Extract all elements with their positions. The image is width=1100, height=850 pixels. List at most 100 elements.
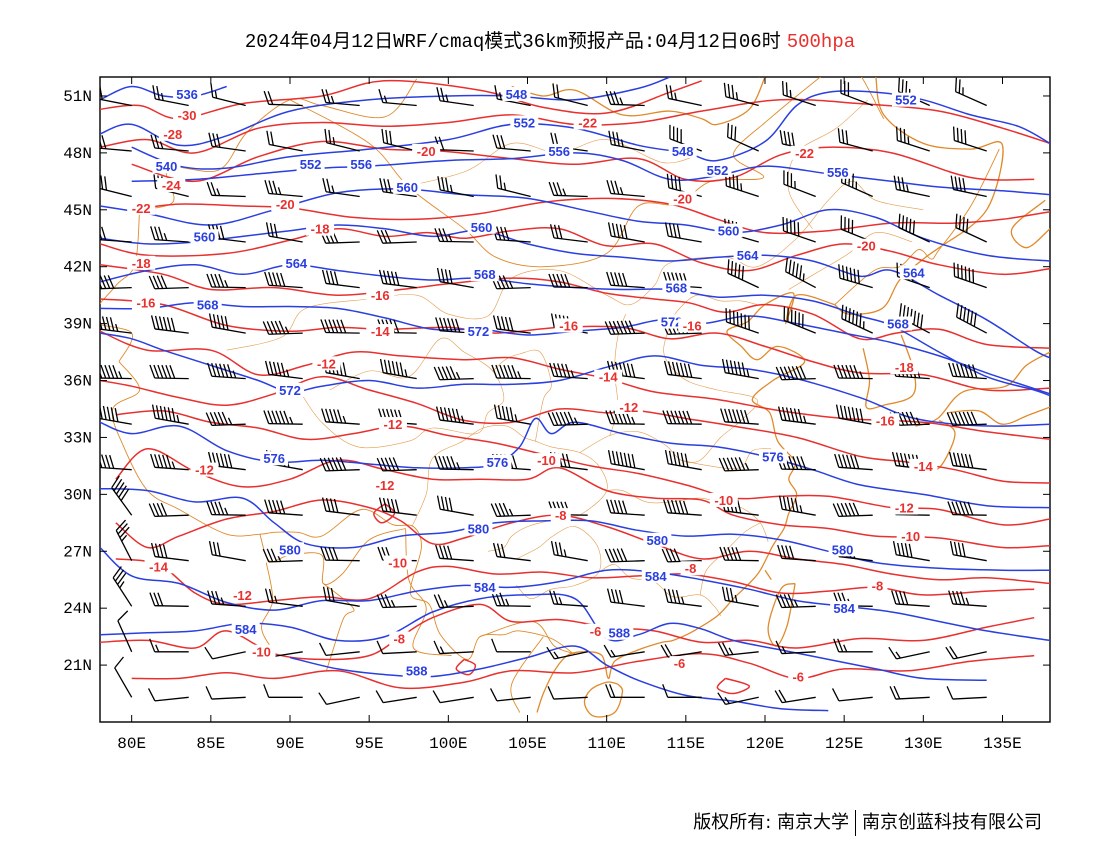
wind-barb (381, 128, 417, 152)
wind-barb-feather (147, 688, 156, 702)
wind-barb-feather (893, 175, 898, 190)
wind-barb-feather (379, 178, 384, 192)
wind-barb-feather (211, 590, 217, 605)
wind-barb (264, 271, 303, 289)
wind-barb-feather (149, 592, 156, 606)
wind-barb-feather (227, 364, 233, 378)
temperature-label-bg (585, 623, 606, 638)
wind-barb-feather (547, 686, 555, 700)
wind-barb-shaft (611, 463, 645, 471)
temperature-label-bg (127, 255, 156, 270)
wind-barb (491, 638, 531, 653)
wind-barb-feather (564, 273, 571, 288)
wind-barb-feather (216, 188, 221, 196)
wind-barb-feather (622, 362, 628, 377)
province-boundary (492, 349, 552, 442)
wind-barb-feather (449, 366, 457, 380)
wind-barb-shaft (155, 417, 189, 425)
temperature-label: -8 (685, 561, 697, 576)
wind-barb-feather (517, 371, 522, 379)
wind-barb-feather (435, 544, 441, 559)
wind-barb (608, 130, 645, 152)
wind-barb-feather (325, 270, 331, 285)
coastline (1010, 199, 1050, 249)
height-label-bg (643, 532, 672, 547)
wind-barb-feather (208, 313, 213, 328)
wind-barb-feather (340, 319, 347, 334)
wind-barb (604, 548, 645, 563)
wind-barb-shaft (725, 599, 759, 607)
wind-barb-feather (554, 541, 559, 556)
wind-barb-feather (844, 502, 852, 517)
wind-barb-feather (675, 500, 681, 514)
wind-barb (663, 360, 702, 380)
height-label-bg (190, 229, 219, 244)
wind-barb-feather (903, 453, 909, 468)
wind-barb-feather (148, 503, 156, 517)
wind-barb-feather (435, 406, 441, 421)
wind-barb-feather (448, 269, 453, 284)
wind-barb-feather (325, 497, 331, 512)
wind-barb-feather (205, 412, 213, 426)
wind-barb-feather (678, 410, 685, 425)
temperature-isotherm (100, 603, 1035, 661)
wind-barb-feather (498, 503, 506, 517)
wind-barb (100, 134, 132, 152)
wind-barb-feather (215, 363, 221, 377)
wind-barb-feather (675, 362, 681, 377)
wind-barb-shaft (212, 651, 246, 660)
wind-barb-feather (618, 589, 624, 604)
wind-barb-shaft (496, 696, 531, 702)
wind-barb-feather (891, 451, 897, 466)
wind-barb-feather (664, 222, 669, 237)
wind-barb-feather (100, 226, 103, 241)
wind-barb-feather (324, 319, 331, 333)
wind-barb-feather (152, 275, 160, 289)
wind-barb-feather (550, 541, 555, 555)
wind-barb-feather (563, 549, 567, 558)
wind-barb-shaft (212, 554, 246, 562)
wind-barb-feather (895, 651, 901, 659)
wind-barb-feather (157, 592, 164, 607)
wind-barb-shaft (100, 98, 132, 107)
wind-barb-shaft (952, 696, 987, 700)
wind-barb-feather (274, 320, 282, 335)
wind-barb-feather (329, 408, 335, 423)
height-label-bg (830, 601, 859, 616)
wind-barb-feather (606, 499, 612, 514)
wind-barb-feather (837, 364, 844, 379)
wind-barb-feather (326, 178, 331, 193)
height-label: 576 (263, 451, 285, 466)
wind-barb-feather (671, 499, 677, 514)
height-label-bg (231, 621, 260, 636)
wind-barb-feather (378, 497, 384, 512)
wind-barb (605, 90, 645, 107)
wind-barb-feather (729, 360, 734, 375)
wind-barb-feather (489, 688, 498, 702)
wind-barb-feather (391, 360, 396, 375)
wind-barb (783, 170, 816, 198)
coastline (583, 681, 624, 718)
wind-barb (781, 81, 816, 107)
wind-barb-shaft (895, 513, 930, 516)
wind-barb (606, 271, 645, 289)
wind-barb (723, 82, 759, 107)
wind-barb-feather (92, 276, 97, 289)
wind-barb-feather (788, 259, 792, 274)
temperature-label-bg (678, 318, 707, 333)
wind-barb-feather (628, 320, 636, 334)
wind-barb-feather (117, 523, 128, 535)
wind-barb-feather (748, 315, 750, 330)
wind-barb-feather (394, 499, 400, 514)
temperature-label-bg (366, 288, 395, 303)
wind-barb-feather (176, 414, 180, 423)
wind-barb-shaft (954, 275, 987, 289)
wind-barb-feather (906, 184, 909, 193)
wind-barb-feather (676, 452, 681, 467)
wind-barb-shaft (783, 94, 816, 107)
wind-barb-feather (960, 363, 966, 378)
wind-barb-feather (672, 223, 677, 238)
temperature-label: -14 (371, 324, 391, 339)
wind-barb-feather (616, 548, 624, 562)
wind-barb-feather (505, 406, 510, 421)
